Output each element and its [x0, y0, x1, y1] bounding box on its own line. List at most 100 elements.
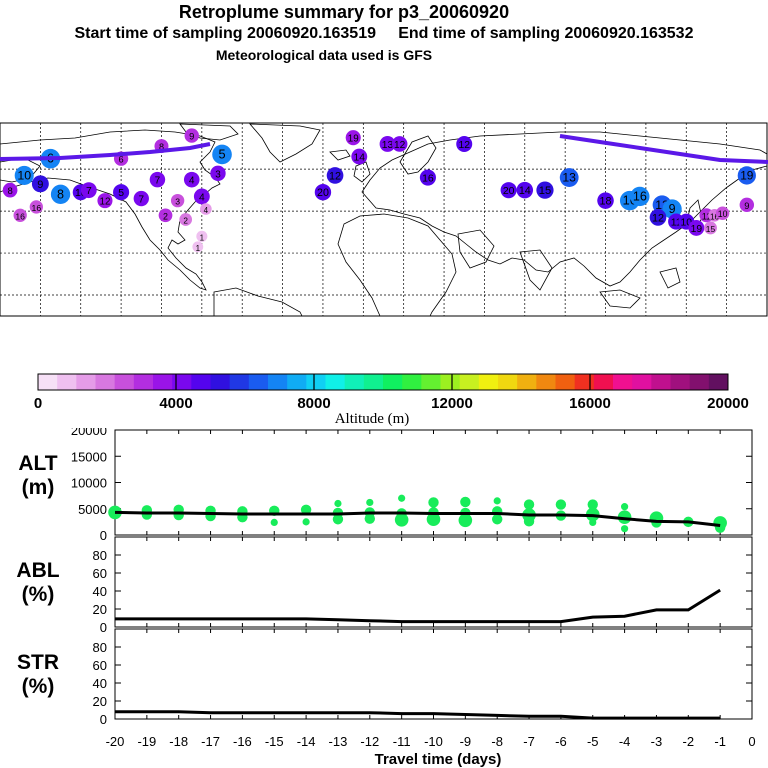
plume-point-label: 10	[17, 168, 31, 182]
series-line	[115, 588, 721, 624]
alt-scatter-point	[394, 512, 409, 527]
x-tick-label: -9	[460, 734, 472, 749]
x-tick-label: -19	[137, 734, 156, 749]
plume-point: 7	[149, 171, 166, 188]
y-tick-label: 60	[93, 566, 107, 581]
plume-point-label: 9	[669, 202, 676, 216]
plume-point-label: 9	[37, 179, 43, 191]
altitude-colorbar: 0 4000 8000 12000 16000 20000 Altitude (m)	[34, 373, 749, 427]
plume-point-marker	[715, 206, 730, 220]
plume-point-marker	[345, 130, 361, 146]
plume-point: 12	[326, 167, 344, 184]
colorbar-cell	[325, 374, 346, 390]
plume-point-label: 7	[86, 186, 92, 197]
y-tick-label: 10000	[71, 476, 107, 491]
colorbar-cell	[344, 374, 365, 390]
plume-point-marker	[14, 165, 34, 185]
colorbar-cell	[153, 374, 173, 390]
x-tick-label: -1	[714, 734, 726, 749]
alt-scatter-point	[270, 518, 278, 526]
colorbar-cell	[306, 374, 326, 390]
alt-scatter-point	[398, 494, 406, 502]
alt-scatter-point	[621, 503, 629, 511]
plume-point-label: 20	[503, 186, 515, 197]
plume-point: 8	[2, 182, 18, 198]
colorbar-cell	[440, 374, 461, 390]
plume-point: 9	[739, 197, 755, 213]
alt-scatter-point	[493, 497, 501, 505]
colorbar-tick-label: 12000	[431, 395, 473, 412]
plume-point-label: 2	[183, 217, 188, 226]
alt-scatter-point	[555, 499, 567, 510]
plume-point: 12	[649, 209, 667, 226]
colorbar-cell	[191, 374, 211, 390]
plume-point-marker	[419, 169, 436, 186]
alt-scatter-point	[334, 499, 342, 508]
colorbar-tick-label: 16000	[569, 395, 611, 412]
plume-point: 3	[170, 193, 185, 208]
plume-point: 19	[688, 219, 705, 236]
alt-scatter-point	[141, 509, 153, 520]
plume-point-label: 13	[382, 140, 394, 151]
plume-point: 16	[13, 208, 27, 222]
alt-scatter-point	[302, 518, 310, 526]
colorbar-cell	[76, 374, 96, 390]
plume-point: 3	[210, 165, 226, 182]
colorbar-cell	[38, 374, 58, 390]
plume-point-label: 2	[163, 211, 168, 221]
alt-scatter-point	[366, 498, 374, 507]
colorbar-cell	[229, 374, 250, 390]
alt-scatter-point	[589, 518, 597, 526]
plume-point-marker	[133, 190, 149, 207]
colorbar-cells	[38, 374, 729, 390]
plume-point: 20	[500, 182, 517, 199]
colorbar-tick-label: 0	[34, 395, 42, 412]
plume-point-marker	[391, 136, 408, 152]
y-axis-label: (%)	[22, 583, 55, 606]
colorbar-frame	[37, 373, 729, 391]
y-tick-label: 20	[93, 694, 107, 709]
plume-point-label: 12	[394, 140, 406, 151]
colorbar-cell	[593, 374, 614, 390]
plume-point: 2	[158, 208, 173, 223]
plume-point-label: 16	[633, 189, 647, 203]
x-tick-label: -4	[619, 734, 631, 749]
plume-point-label: 5	[218, 146, 225, 161]
plume-point-label: 12	[329, 170, 341, 182]
plume-point: 14	[351, 148, 368, 165]
plume-point-marker	[183, 171, 200, 188]
plume-point-marker	[113, 184, 130, 201]
plume-point-marker	[31, 175, 49, 193]
plume-point-label: 8	[7, 186, 12, 197]
plume-point-marker	[314, 184, 332, 201]
plume-point-label: 3	[215, 169, 221, 180]
plume-point-marker	[516, 181, 534, 199]
colorbar-tick-label: 20000	[707, 395, 749, 412]
colorbar-cell	[478, 374, 499, 390]
colorbar-cell	[651, 374, 671, 390]
y-tick-label: 0	[100, 712, 107, 727]
plume-point-marker	[184, 128, 199, 143]
plume-point: 10	[14, 165, 34, 185]
plume-point-label: 6	[119, 155, 124, 165]
plume-point-label: 4	[189, 176, 195, 187]
y-tick-label: 0	[100, 620, 107, 635]
plume-point-label: 14	[354, 153, 366, 164]
alt-scatter-point	[460, 496, 471, 508]
x-tick-label: -15	[265, 734, 284, 749]
y-tick-label: 15000	[71, 449, 107, 464]
plume-point-label: 7	[139, 195, 145, 206]
plume-point-label: 19	[348, 134, 359, 145]
colorbar-cell	[95, 374, 116, 390]
colorbar-cell	[689, 374, 710, 390]
x-tick-label: -8	[491, 734, 503, 749]
plume-point: 7	[80, 182, 97, 199]
x-tick-label: -13	[329, 734, 348, 749]
alt-scatter-point	[617, 510, 632, 524]
plume-point: 13	[559, 168, 579, 187]
x-tick-label: -5	[587, 734, 599, 749]
plume-point-label: 12	[100, 197, 111, 208]
y-axis-label: ALT	[18, 452, 57, 475]
plume-point-marker	[2, 182, 18, 198]
